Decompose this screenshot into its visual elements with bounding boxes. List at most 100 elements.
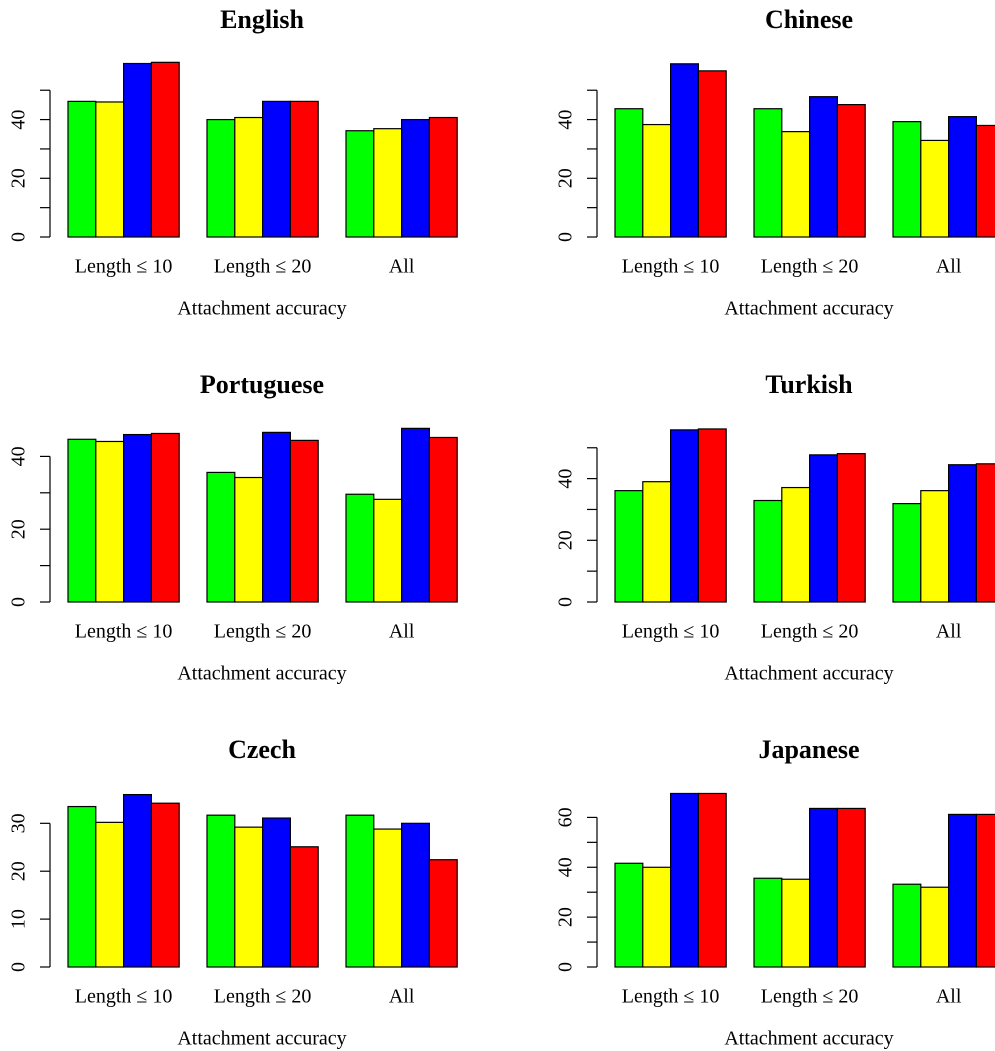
bar — [614, 862, 644, 968]
bar — [262, 431, 292, 603]
x-axis-label: Attachment accuracy — [724, 663, 893, 685]
x-tick-label: All — [936, 986, 962, 1008]
bar — [289, 439, 319, 603]
x-tick-label: Length ≤ 10 — [622, 256, 720, 278]
x-axis-label: Attachment accuracy — [724, 298, 893, 320]
y-tick-label: 20 — [8, 861, 30, 881]
bar — [95, 101, 125, 238]
bar — [95, 821, 125, 968]
bar — [642, 866, 672, 968]
y-tick-label: 40 — [555, 469, 577, 489]
bar — [753, 877, 783, 968]
bar — [122, 433, 152, 603]
x-tick-label: All — [936, 256, 962, 278]
y-tick-label: 0 — [8, 597, 30, 607]
x-tick-label: Length ≤ 20 — [761, 621, 859, 643]
bar — [808, 807, 838, 968]
bar — [234, 826, 264, 968]
bar — [95, 440, 125, 603]
bar — [614, 490, 644, 603]
bar — [975, 124, 995, 238]
bar — [892, 883, 922, 968]
bar — [401, 118, 431, 238]
bar — [781, 878, 811, 968]
x-axis-label: Attachment accuracy — [177, 1028, 346, 1050]
bar — [642, 481, 672, 603]
y-tick-label: 0 — [555, 232, 577, 242]
bar — [669, 429, 699, 603]
bar — [401, 427, 431, 603]
bar — [975, 813, 995, 968]
chart-title: English — [220, 5, 304, 34]
bar — [289, 100, 319, 238]
bar — [206, 814, 236, 968]
bar — [67, 805, 97, 968]
y-tick-label: 0 — [555, 597, 577, 607]
bar — [234, 476, 264, 603]
chart-title: Turkish — [765, 370, 853, 399]
bar — [892, 502, 922, 603]
y-tick-label: 20 — [8, 168, 30, 188]
bar — [206, 118, 236, 238]
x-tick-label: Length ≤ 20 — [761, 256, 859, 278]
x-tick-label: Length ≤ 10 — [75, 986, 173, 1008]
bar — [428, 436, 458, 603]
y-tick-label: 0 — [555, 962, 577, 972]
y-tick-label: 40 — [8, 446, 30, 466]
bar — [206, 471, 236, 603]
y-tick-label: 30 — [8, 813, 30, 833]
bar — [781, 131, 811, 238]
bar — [836, 807, 866, 968]
bar — [808, 454, 838, 603]
bar — [836, 104, 866, 238]
bar — [614, 108, 644, 238]
bar — [262, 817, 292, 968]
bar — [975, 463, 995, 603]
x-tick-label: Length ≤ 10 — [622, 986, 720, 1008]
bar — [753, 499, 783, 603]
x-tick-label: Length ≤ 20 — [214, 256, 312, 278]
bar — [920, 490, 950, 603]
bar — [401, 822, 431, 968]
x-tick-label: Length ≤ 10 — [622, 621, 720, 643]
x-tick-label: Length ≤ 20 — [761, 986, 859, 1008]
bar — [753, 108, 783, 238]
x-tick-label: All — [389, 256, 415, 278]
x-tick-label: All — [389, 621, 415, 643]
bar — [669, 792, 699, 968]
chart-title: Portuguese — [200, 370, 324, 399]
bar — [373, 828, 403, 968]
bar — [920, 886, 950, 968]
y-tick-label: 20 — [555, 168, 577, 188]
y-tick-label: 40 — [555, 857, 577, 877]
bar — [947, 464, 977, 603]
bar — [697, 70, 727, 238]
x-tick-label: Length ≤ 10 — [75, 256, 173, 278]
bar — [67, 438, 97, 603]
bar — [836, 453, 866, 603]
x-axis-label: Attachment accuracy — [724, 1028, 893, 1050]
y-tick-label: 40 — [555, 110, 577, 130]
bar — [947, 116, 977, 238]
bar — [808, 96, 838, 238]
bar — [373, 498, 403, 603]
bar — [947, 813, 977, 968]
bar — [428, 116, 458, 238]
bar — [669, 63, 699, 238]
bar — [67, 100, 97, 238]
bar — [122, 793, 152, 968]
bar — [642, 123, 672, 238]
chart-title: Chinese — [765, 5, 853, 34]
bar — [345, 493, 375, 603]
y-tick-label: 20 — [555, 530, 577, 550]
bar — [697, 792, 727, 968]
bar — [920, 139, 950, 238]
bar — [234, 116, 264, 238]
bar — [781, 486, 811, 603]
bar — [345, 130, 375, 238]
x-tick-label: Length ≤ 10 — [75, 621, 173, 643]
bar — [150, 802, 180, 968]
y-tick-label: 0 — [8, 232, 30, 242]
